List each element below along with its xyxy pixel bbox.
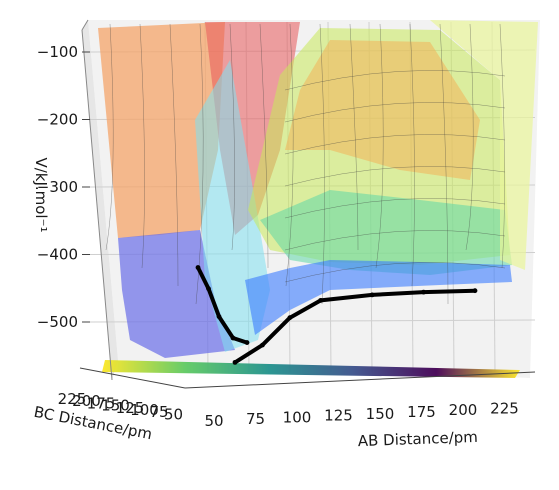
ab-axis-line — [184, 371, 536, 389]
trajectory-point — [472, 288, 478, 294]
trajectory-point — [206, 286, 211, 292]
mesh-line — [375, 23, 384, 269]
left-pane — [82, 20, 118, 380]
mesh-line — [284, 262, 506, 283]
trajectory-point — [287, 315, 293, 321]
mesh-line — [439, 23, 449, 305]
surface-plateau-peak — [285, 40, 480, 180]
surface — [98, 20, 538, 358]
surface-mesh — [105, 23, 506, 305]
z-tick-label: −300 — [37, 178, 78, 196]
bc-tick-label: 50 — [164, 405, 183, 423]
bc-tick-label: 75 — [149, 403, 168, 421]
ab-tick-label: 75 — [246, 410, 265, 428]
mesh-line — [284, 230, 506, 251]
z-tick-label: −500 — [37, 313, 78, 331]
ab-tick-label: 100 — [283, 408, 312, 426]
z-tick-label: −100 — [37, 43, 78, 61]
mesh-line — [284, 198, 506, 219]
mesh-line — [284, 134, 506, 155]
trajectory-point — [230, 335, 236, 341]
mesh-line — [284, 70, 506, 91]
trajectory-point — [244, 340, 250, 345]
ab-tick-label: 200 — [449, 401, 478, 419]
mesh-line — [465, 23, 474, 251]
mesh-line — [139, 23, 145, 269]
mesh-line — [319, 23, 325, 305]
trajectory-point — [216, 314, 222, 319]
axis-edges — [79, 19, 536, 389]
z-axis-label: V/kJ.mol⁻¹ — [32, 157, 50, 232]
mesh-line — [349, 23, 359, 251]
mesh-line — [229, 23, 235, 251]
bc-tick-label: 200 — [72, 392, 101, 410]
ab-tick-label: 175 — [407, 403, 436, 421]
z-tick-label: −200 — [37, 111, 78, 129]
mesh-line — [105, 23, 114, 251]
mesh-line — [409, 23, 415, 287]
ab-tick-label: 50 — [204, 412, 223, 430]
trajectory-point — [195, 265, 201, 270]
mesh-line — [499, 23, 505, 269]
x-axis-label: AB Distance/pm — [357, 428, 478, 450]
trajectory-point — [232, 359, 238, 365]
mesh-line — [169, 23, 179, 287]
bc-tick-label: 100 — [130, 401, 159, 419]
surface-left-wall — [98, 22, 225, 238]
z-tick-label: −400 — [37, 246, 78, 264]
surface-right-well — [245, 260, 512, 335]
ab-tick-label: 150 — [366, 405, 395, 423]
floor-contour — [102, 360, 520, 378]
trajectory-point — [421, 289, 426, 295]
surface-right-wall — [430, 20, 538, 270]
bc-tick-label: 225 — [58, 390, 87, 408]
bc-tick-label: 125 — [116, 399, 145, 417]
z-axis-ticks: −100 −200 −300 −400 −500 — [37, 43, 90, 331]
trajectory-point — [260, 342, 265, 348]
bc-axis-line — [79, 367, 186, 389]
bc-tick-label: 150 — [101, 397, 130, 415]
ab-tick-label: 225 — [490, 399, 519, 417]
mesh-line — [285, 23, 294, 287]
mesh-line — [259, 23, 269, 269]
trajectory — [195, 265, 478, 365]
bc-tick-label: 175 — [87, 394, 116, 412]
trajectory-point — [369, 292, 375, 298]
trajectory-point — [318, 297, 324, 303]
ab-axis-ticks: 50 75 100 125 150 175 200 225 — [204, 399, 518, 430]
mesh-line — [284, 102, 506, 123]
ab-tick-label: 125 — [324, 407, 353, 425]
mesh-line — [284, 166, 506, 187]
